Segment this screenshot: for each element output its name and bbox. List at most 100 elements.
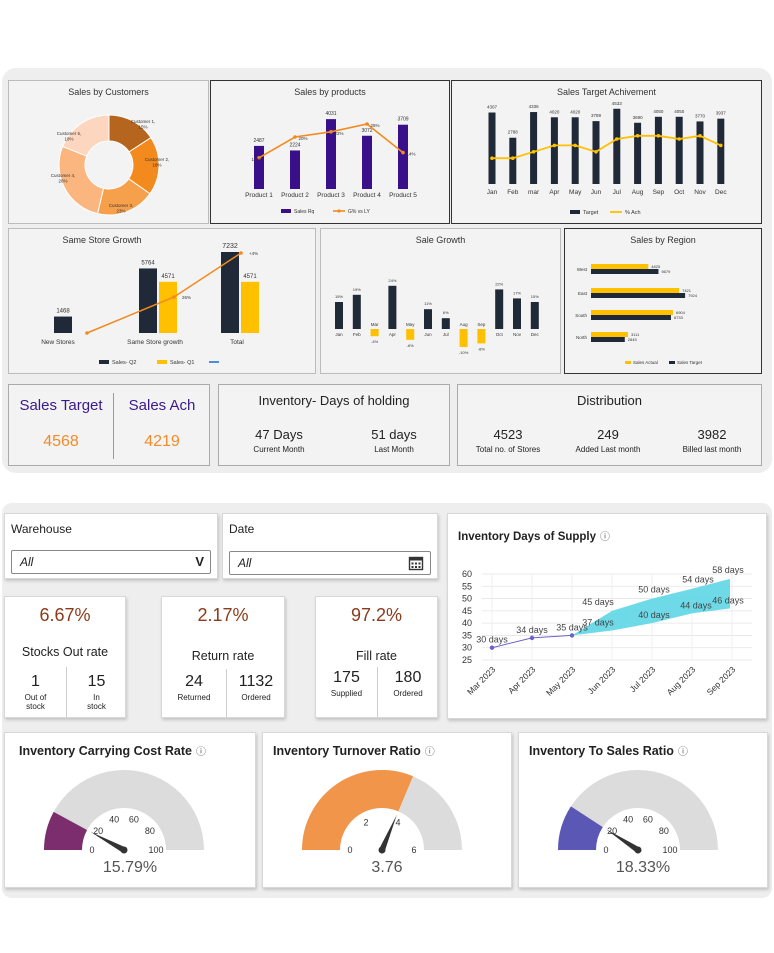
x-tick-label: Feb — [507, 189, 519, 196]
warehouse-select[interactable]: All V — [11, 550, 211, 574]
target-bar — [696, 121, 704, 184]
info-icon[interactable]: ⓘ — [677, 747, 688, 758]
x-tick-label: Nov — [513, 332, 522, 337]
out-of-stock-value: 1 — [31, 673, 40, 690]
sales-ach-value: 4219 — [144, 433, 180, 450]
point-label: 37 days — [582, 618, 614, 628]
slice-label-line: Customer 5, — [57, 131, 82, 136]
point-label: 40 days — [638, 610, 670, 620]
ach-point — [698, 134, 702, 138]
sales-region-card: Sales by Region West 4825 5679 East 7421 7924… — [564, 228, 762, 374]
y-tick-label: West — [577, 267, 588, 272]
y-tick-label: 30 — [462, 643, 472, 653]
q2-bar — [139, 268, 157, 333]
info-icon[interactable]: ⓘ — [600, 532, 611, 543]
gauge-tick-label: 100 — [148, 845, 163, 855]
ach-line — [492, 134, 722, 160]
gauge-tick-label: 0 — [347, 845, 352, 855]
donut-slice — [61, 114, 110, 157]
growth-label: 25% — [370, 123, 379, 128]
bar-value-label: 2788 — [508, 130, 519, 135]
x-tick-label: Oct — [496, 332, 504, 337]
legend-label: G% vs LY — [348, 209, 371, 215]
growth-bar — [495, 289, 504, 329]
bar-value-label: 3690 — [633, 115, 644, 120]
date-select[interactable]: All — [229, 551, 431, 575]
target-bar — [591, 269, 659, 274]
gauge-tick-label: 40 — [109, 815, 119, 825]
bar-value-label: 7924 — [688, 293, 698, 298]
growth-bar — [352, 294, 361, 329]
actual-point — [569, 633, 575, 638]
distribution-card: Distribution 4523 Total no. of Stores 24… — [457, 384, 762, 466]
point-label: 30 days — [476, 635, 508, 645]
bar-value-label: 4307 — [487, 105, 498, 110]
bar-value-label: 2224 — [289, 142, 300, 148]
sale-growth-chart: 15% Jan 19% Feb -4% Mar 24% Apr -6% May 11% Jun 6% Ju… — [335, 278, 540, 355]
gauge-title-text: Inventory Turnover Ratio — [273, 744, 421, 758]
gauge-value: 3.76 — [371, 859, 403, 876]
bar-value-label: 3770 — [695, 113, 706, 118]
bar-value-label: 4336 — [529, 104, 540, 109]
legend-label: Sales- Q2 — [112, 360, 136, 366]
x-tick-label: Sep — [653, 189, 665, 196]
q1-bar — [241, 281, 259, 333]
stocks-out-title: Stocks Out rate — [21, 645, 109, 659]
distribution-total-label: Total no. of Stores — [475, 445, 541, 454]
slice-label-line: 18% — [152, 163, 161, 168]
chevron-down-icon: V — [195, 554, 204, 569]
growth-bar — [388, 285, 397, 329]
growth-label: 14% — [406, 152, 415, 157]
x-tick-label: Feb — [353, 332, 361, 337]
bar-value-label: 2487 — [253, 138, 264, 144]
legend-label: Sales Target — [677, 360, 703, 365]
x-tick-label: Mar 2023 — [465, 664, 498, 697]
slice-label: Customer 3, 23% — [109, 203, 134, 214]
info-icon[interactable]: ⓘ — [195, 747, 206, 758]
legend-label: % Ach — [625, 210, 641, 216]
x-tick-label: Product 1 — [245, 192, 273, 199]
legend-label: Sales- Q1 — [170, 360, 194, 366]
slice-label-line: 23% — [116, 209, 125, 214]
target-bar — [613, 108, 621, 184]
date-value: All — [238, 556, 252, 570]
gauge-tick-label: 40 — [623, 815, 633, 825]
point-label: 54 days — [682, 575, 714, 585]
x-tick-label: Product 3 — [317, 192, 345, 199]
x-tick-label: Sep 2023 — [705, 664, 738, 697]
y-tick-label: North — [576, 335, 588, 340]
slice-label-line: 15% — [138, 125, 147, 130]
bar-value-label: 4050 — [653, 109, 664, 114]
x-tick-label: Jun — [424, 332, 432, 337]
y-tick-label: 40 — [462, 618, 472, 628]
x-tick-label: Product 2 — [281, 192, 309, 199]
legend-label: Target — [583, 210, 599, 216]
sales-by-customers-card: Sales by Customers Customer 1, 15% Custome… — [8, 80, 209, 224]
growth-bar — [477, 329, 486, 344]
in-stock-value: 15 — [87, 673, 106, 690]
growth-label: 22% — [334, 131, 343, 136]
x-tick-label: May — [406, 322, 415, 327]
actual-bar — [591, 332, 628, 337]
return-rate-title: Return rate — [191, 649, 255, 663]
bar-value-label: 3709 — [397, 117, 408, 123]
growth-bar — [406, 329, 415, 340]
info-icon[interactable]: ⓘ — [424, 747, 435, 758]
growth-point — [85, 331, 89, 335]
slice-label-line: Customer 1, — [131, 119, 156, 124]
y-tick-label: 25 — [462, 655, 472, 665]
warehouse-value: All — [20, 555, 34, 569]
gauge-title: Inventory To Sales Ratio ⓘ — [529, 743, 688, 758]
bar-value-label: 3111 — [631, 332, 640, 337]
inventory-sales-gauge-card: Inventory To Sales Ratio ⓘ 0 20 40 60 80 100 1… — [518, 732, 768, 888]
gauge-tick-label: 100 — [662, 845, 677, 855]
gauge-needle — [90, 831, 126, 853]
x-tick-label: May — [569, 189, 582, 196]
gauge-needle — [379, 814, 397, 852]
legend-swatch — [669, 361, 675, 364]
sales-target-kpi-card: Sales Target 4568 Sales Ach 4219 — [8, 384, 210, 466]
ach-point — [511, 156, 515, 160]
bar-value-label: 5764 — [141, 260, 155, 266]
y-tick-label: East — [578, 291, 588, 296]
actual-point — [489, 645, 495, 650]
